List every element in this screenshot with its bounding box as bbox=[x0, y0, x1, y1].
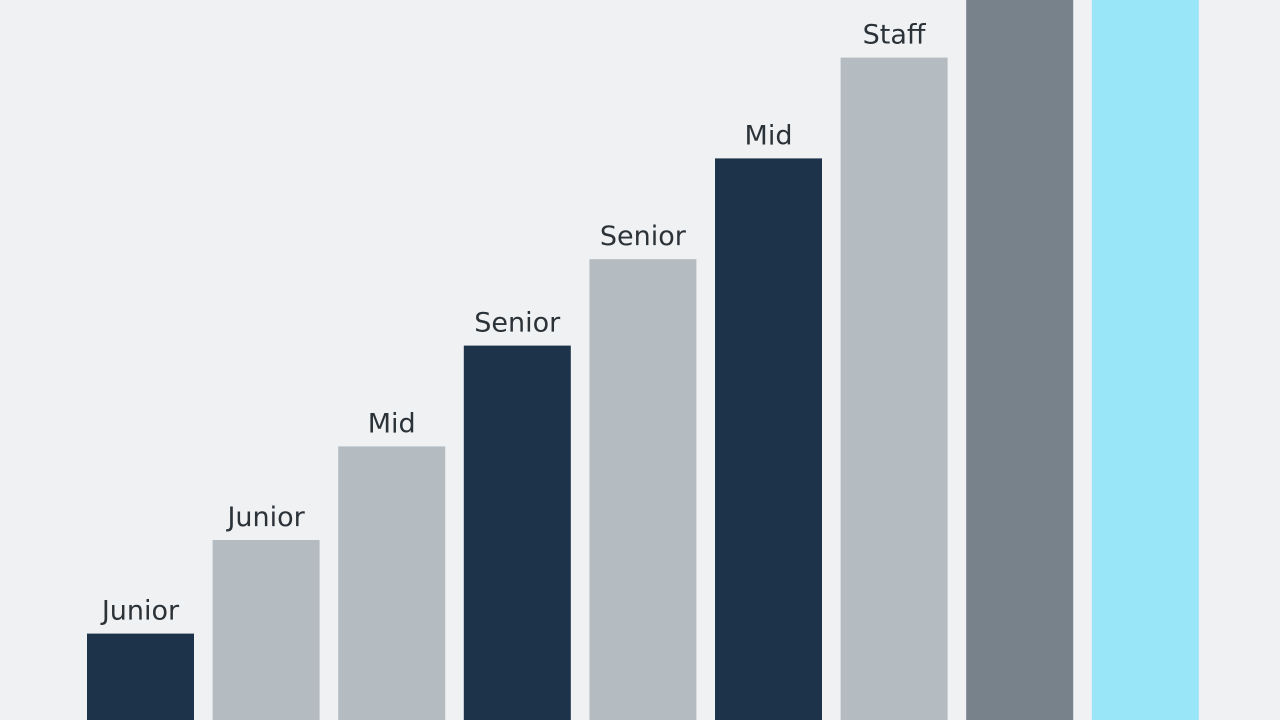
bar bbox=[1091, 0, 1199, 720]
bar-label: Junior bbox=[225, 502, 305, 533]
bar bbox=[589, 259, 697, 720]
bar-label: Mid bbox=[368, 408, 416, 439]
bar bbox=[715, 158, 822, 720]
bar-label: Junior bbox=[100, 596, 180, 627]
bar-label: Mid bbox=[745, 120, 793, 151]
bar bbox=[463, 345, 571, 720]
bar bbox=[87, 633, 194, 720]
bar bbox=[338, 446, 446, 720]
bar-label: Senior bbox=[600, 221, 687, 252]
bar bbox=[212, 540, 320, 720]
bar bbox=[840, 57, 948, 720]
bar-label: Senior bbox=[474, 308, 561, 339]
bar bbox=[966, 0, 1074, 720]
bar-label: Staff bbox=[863, 20, 927, 51]
